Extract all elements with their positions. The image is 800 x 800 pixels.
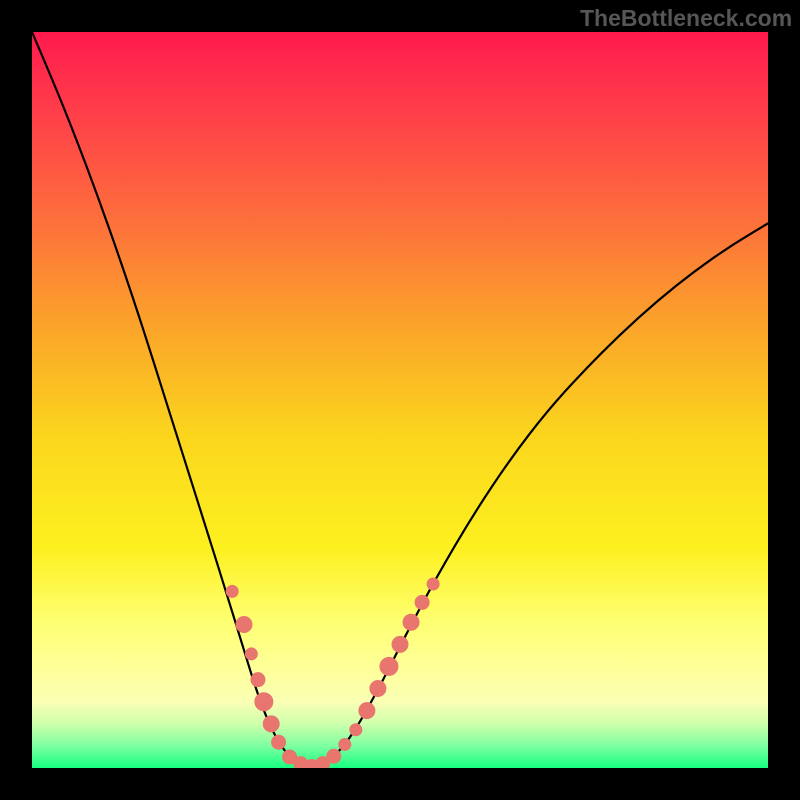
- data-marker: [263, 716, 279, 732]
- gradient-background: [32, 32, 768, 768]
- data-marker: [255, 693, 273, 711]
- data-marker: [427, 578, 439, 590]
- data-marker: [359, 703, 375, 719]
- data-marker: [327, 749, 341, 763]
- data-marker: [251, 673, 265, 687]
- data-marker: [339, 738, 351, 750]
- data-marker: [392, 636, 408, 652]
- data-marker: [350, 724, 362, 736]
- watermark-text: TheBottleneck.com: [580, 5, 792, 32]
- data-marker: [403, 614, 419, 630]
- data-marker: [245, 648, 257, 660]
- data-marker: [236, 616, 252, 632]
- data-marker: [272, 735, 286, 749]
- data-marker: [415, 595, 429, 609]
- data-marker: [380, 657, 398, 675]
- chart-frame: TheBottleneck.com: [0, 0, 800, 800]
- data-marker: [226, 585, 238, 597]
- bottleneck-chart: [32, 32, 768, 768]
- data-marker: [370, 681, 386, 697]
